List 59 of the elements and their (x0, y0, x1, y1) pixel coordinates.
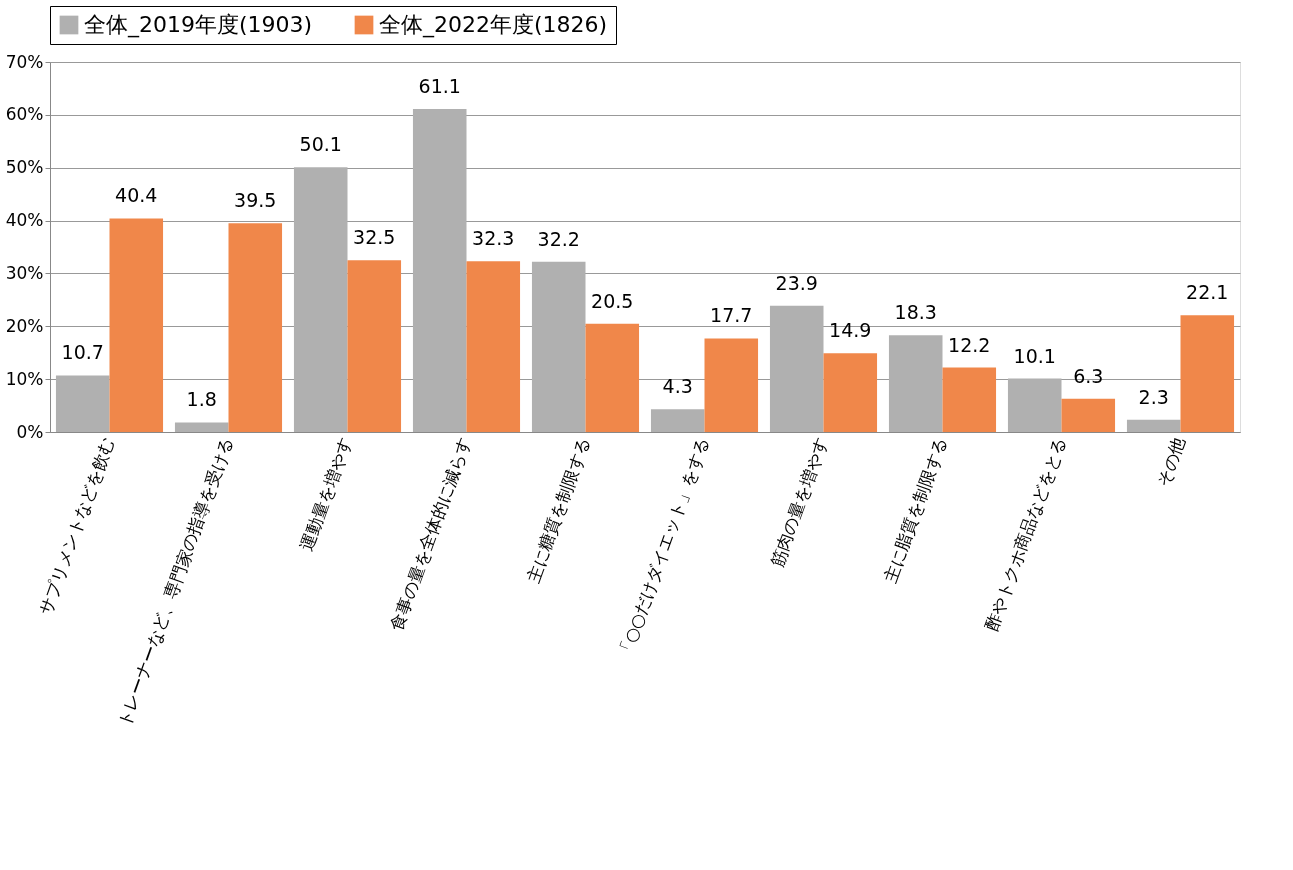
y-tick-label: 10% (5, 368, 44, 389)
data-label: 10.7 (61, 341, 104, 364)
bar (466, 261, 521, 432)
data-label: 12.2 (948, 333, 991, 356)
data-label: 50.1 (299, 133, 342, 156)
y-tick-label: 0% (16, 421, 44, 442)
data-label: 14.9 (829, 319, 872, 342)
y-tick-label: 40% (5, 210, 44, 231)
bar (585, 323, 640, 432)
bar (1180, 315, 1235, 432)
x-tick-label: 主に脂質を制限する (879, 434, 951, 586)
data-label: 1.8 (186, 388, 217, 411)
bar (1061, 398, 1116, 432)
bar (888, 335, 943, 432)
bar (769, 305, 824, 432)
x-tick-label: 筋肉の量を増やす (766, 434, 832, 570)
bar (1126, 419, 1181, 432)
y-tick-label: 60% (5, 104, 44, 125)
x-tick-label: その他 (1152, 434, 1189, 490)
data-label: 17.7 (710, 304, 753, 327)
bar (1007, 378, 1062, 432)
data-label: 22.1 (1186, 281, 1229, 304)
data-label: 18.3 (894, 301, 937, 324)
bar (347, 260, 402, 432)
data-label: 32.2 (537, 227, 580, 250)
x-tick-label: トレーナーなど、専門家の指導を受ける (113, 434, 237, 730)
y-tick-label: 70% (5, 51, 44, 72)
data-label: 61.1 (418, 75, 461, 98)
data-label: 39.5 (234, 189, 277, 212)
x-tick-label: 食事の量を全体的に減らす (386, 434, 475, 634)
data-label: 23.9 (775, 271, 818, 294)
data-label: 6.3 (1073, 364, 1104, 387)
x-tick-label: 運動量を増やす (296, 434, 356, 554)
bar (531, 261, 586, 432)
bar (109, 218, 164, 432)
data-label: 2.3 (1138, 385, 1169, 408)
bar (55, 375, 110, 432)
data-label: 40.4 (115, 184, 158, 207)
bar (650, 409, 705, 432)
x-tick-label: 「○○だけダイエット」をする (614, 434, 713, 662)
data-label: 32.5 (353, 226, 396, 249)
data-label: 10.1 (1013, 344, 1056, 367)
data-label: 32.3 (472, 227, 515, 250)
bar (942, 367, 997, 432)
y-tick-label: 30% (5, 262, 44, 283)
data-label: 20.5 (591, 289, 634, 312)
bar (293, 167, 348, 432)
legend-label: 全体_2019年度(1903) (84, 12, 313, 38)
bar (823, 353, 878, 432)
bar (228, 223, 283, 432)
y-tick-label: 20% (5, 315, 44, 336)
data-label: 4.3 (662, 375, 693, 398)
y-tick-label: 50% (5, 157, 44, 178)
bar (704, 338, 759, 432)
legend-label: 全体_2022年度(1826) (379, 12, 608, 38)
bar (412, 109, 467, 432)
bar (174, 422, 229, 432)
x-tick-label: 酢やトクホ商品などをとる (981, 434, 1070, 634)
x-tick-label: 主に糖質を制限する (522, 434, 594, 586)
